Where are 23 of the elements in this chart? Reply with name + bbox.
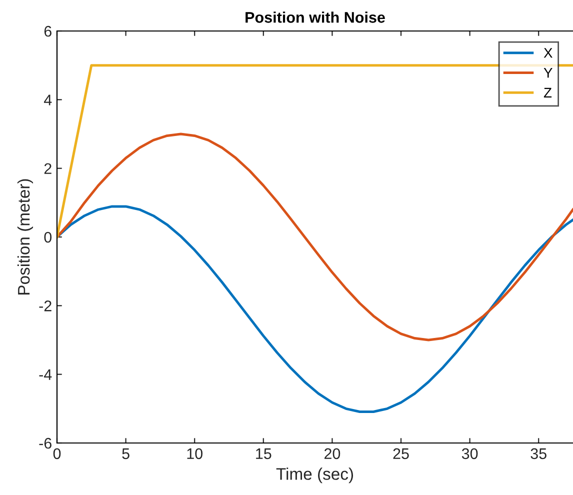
line-series [57, 132, 573, 342]
y-tick-label: 6 [44, 26, 52, 37]
x-tick-label: 25 [393, 448, 409, 460]
x-tick-label: 30 [462, 448, 478, 460]
x-tick-label: 20 [324, 448, 340, 460]
y-tick-label: 0 [44, 232, 52, 243]
x-tick-label: 10 [187, 448, 202, 460]
y-tick-label: 2 [44, 163, 52, 174]
legend-label: X [544, 48, 552, 58]
chart-title: Position with Noise [246, 12, 385, 23]
y-tick-label: -6 [39, 438, 52, 449]
x-tick-label: 15 [256, 448, 272, 460]
x-tick-label: 35 [530, 448, 546, 460]
x-axis-title: Time (sec) [276, 468, 354, 484]
x-tick-label: 5 [122, 448, 130, 460]
y-tick-label: -4 [39, 369, 52, 380]
y-axis-title: Position (meter) [17, 179, 33, 294]
y-tick-label: 4 [44, 94, 52, 106]
legend-label: Y [544, 68, 552, 78]
y-tick-label: -2 [39, 300, 52, 312]
line-series [57, 205, 573, 414]
x-tick-label: 0 [53, 448, 61, 460]
legend-label: Z [544, 88, 552, 98]
